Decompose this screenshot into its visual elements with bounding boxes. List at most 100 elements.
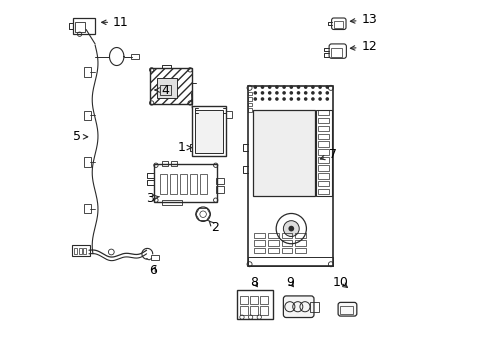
Text: 12: 12 (350, 40, 376, 53)
Text: 1: 1 (177, 141, 191, 154)
Bar (79, 248, 81, 254)
Circle shape (288, 226, 294, 231)
Bar (160, 174, 167, 194)
Circle shape (289, 97, 292, 101)
Text: 4: 4 (155, 84, 169, 96)
Text: 13: 13 (350, 13, 376, 26)
Text: 5: 5 (73, 130, 87, 143)
Circle shape (253, 97, 257, 101)
Circle shape (267, 85, 271, 89)
Bar (318, 149, 328, 155)
Bar (281, 248, 292, 253)
Text: 9: 9 (285, 276, 294, 289)
Bar (247, 257, 332, 266)
Bar (84, 67, 91, 77)
Circle shape (275, 85, 278, 89)
Bar (318, 157, 328, 163)
Bar (254, 248, 264, 253)
Circle shape (310, 97, 314, 101)
Bar (318, 126, 328, 131)
Bar (281, 240, 292, 246)
Bar (154, 164, 217, 202)
Circle shape (318, 97, 321, 101)
Circle shape (303, 91, 307, 95)
Circle shape (310, 85, 314, 89)
Circle shape (296, 91, 300, 95)
Text: 7: 7 (320, 148, 336, 161)
Bar (267, 248, 278, 253)
Circle shape (310, 91, 314, 95)
Bar (84, 157, 91, 167)
Circle shape (283, 221, 299, 237)
Bar (190, 174, 197, 194)
Bar (247, 97, 252, 101)
Bar (157, 78, 177, 98)
Bar (215, 178, 223, 184)
Circle shape (260, 97, 264, 101)
Text: 11: 11 (102, 16, 128, 29)
Bar (295, 240, 305, 246)
Bar (240, 306, 247, 315)
Bar (318, 189, 328, 194)
Circle shape (267, 97, 271, 101)
Circle shape (275, 97, 278, 101)
Circle shape (289, 85, 292, 89)
Circle shape (289, 91, 292, 95)
Bar (318, 118, 328, 123)
Bar (247, 92, 252, 95)
Bar (72, 245, 89, 256)
Circle shape (275, 91, 278, 95)
Circle shape (253, 91, 257, 95)
Bar (309, 302, 318, 312)
Bar (180, 174, 187, 194)
Bar (281, 233, 292, 238)
Bar (240, 296, 247, 304)
Bar (267, 240, 278, 246)
Bar (247, 103, 252, 106)
Bar (162, 200, 181, 205)
Bar (131, 54, 139, 59)
Bar (74, 248, 77, 254)
Circle shape (325, 85, 328, 89)
Bar (254, 233, 264, 238)
Bar (200, 174, 207, 194)
Bar (330, 48, 342, 57)
Bar (170, 161, 177, 166)
Bar (162, 161, 168, 166)
Bar (84, 204, 91, 213)
Bar (83, 248, 86, 254)
Bar (170, 174, 177, 194)
Bar (333, 21, 343, 28)
Circle shape (282, 85, 285, 89)
Circle shape (318, 85, 321, 89)
Circle shape (296, 85, 300, 89)
Circle shape (260, 91, 264, 95)
Bar (260, 306, 268, 315)
Bar (192, 106, 226, 156)
Bar (260, 296, 268, 304)
Bar (318, 181, 328, 186)
Bar (194, 110, 223, 153)
Circle shape (282, 91, 285, 95)
Bar (75, 22, 85, 32)
FancyBboxPatch shape (283, 296, 313, 318)
Circle shape (253, 85, 257, 89)
Bar (253, 110, 314, 196)
Circle shape (267, 91, 271, 95)
Circle shape (260, 85, 264, 89)
Bar (316, 110, 331, 196)
Bar (84, 111, 91, 120)
Text: 6: 6 (149, 264, 157, 277)
Bar (318, 165, 328, 171)
Text: 2: 2 (208, 220, 219, 234)
Bar (295, 248, 305, 253)
Bar (215, 186, 223, 193)
Bar (318, 110, 328, 115)
Bar (250, 306, 258, 315)
Circle shape (303, 97, 307, 101)
Circle shape (318, 91, 321, 95)
Bar (150, 68, 191, 104)
Bar (73, 18, 95, 34)
Bar (160, 85, 170, 95)
Bar (295, 233, 305, 238)
